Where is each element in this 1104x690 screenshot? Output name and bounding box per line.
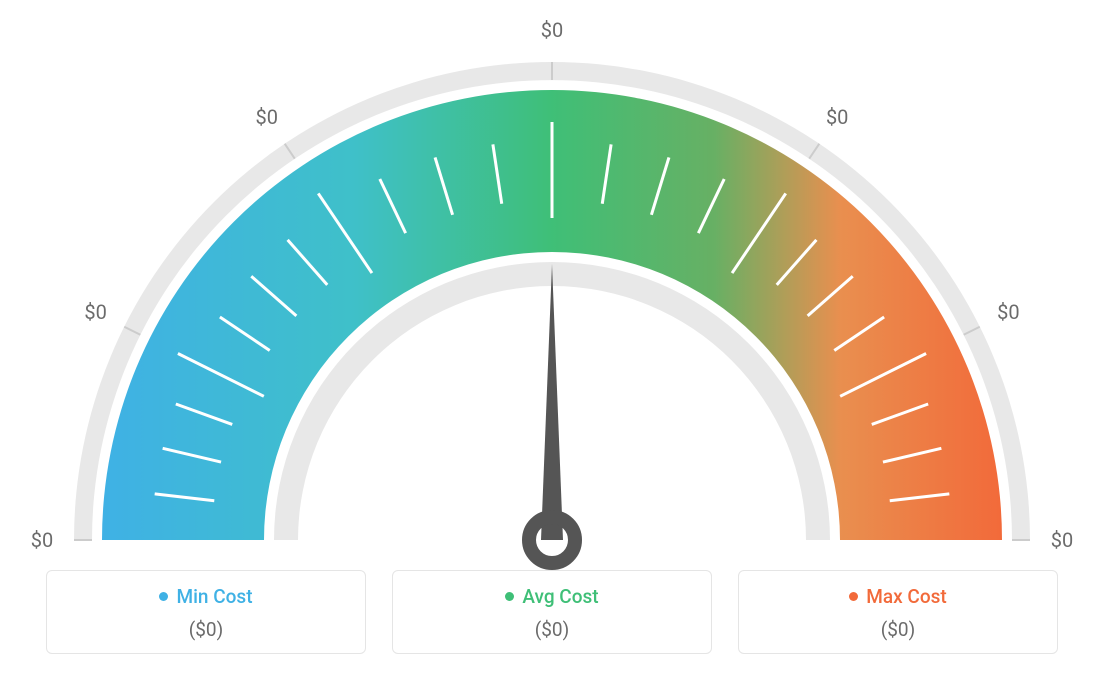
legend-value-avg: ($0) xyxy=(535,618,569,641)
legend-card-max: Max Cost ($0) xyxy=(738,570,1058,654)
chart-container: $0 $0 $0 $0 $0 $0 $0 Min Cost ($0) Avg Cost ($… xyxy=(0,0,1104,690)
gauge-tick-label: $0 xyxy=(1051,528,1073,552)
gauge-svg xyxy=(22,10,1082,570)
legend-card-min: Min Cost ($0) xyxy=(46,570,366,654)
legend-value-min: ($0) xyxy=(189,618,223,641)
legend-dot-min xyxy=(159,592,168,601)
legend-title-avg: Avg Cost xyxy=(505,585,598,608)
legend-title-min: Min Cost xyxy=(159,585,252,608)
legend-value-max: ($0) xyxy=(881,618,915,641)
gauge-tick-label: $0 xyxy=(31,528,53,552)
legend-dot-avg xyxy=(505,592,514,601)
legend-title-max: Max Cost xyxy=(849,585,946,608)
gauge-tick-label: $0 xyxy=(826,105,848,129)
gauge-tick-label: $0 xyxy=(997,300,1019,324)
legend-dot-max xyxy=(849,592,858,601)
legend-label-avg: Avg Cost xyxy=(522,585,598,608)
gauge-tick-label: $0 xyxy=(256,105,278,129)
legend-label-max: Max Cost xyxy=(866,585,946,608)
legend-card-avg: Avg Cost ($0) xyxy=(392,570,712,654)
gauge-tick-label: $0 xyxy=(84,300,106,324)
legend-label-min: Min Cost xyxy=(176,585,252,608)
gauge-chart: $0 $0 $0 $0 $0 $0 $0 xyxy=(22,10,1082,570)
legend-row: Min Cost ($0) Avg Cost ($0) Max Cost ($0… xyxy=(0,570,1104,654)
gauge-tick-label: $0 xyxy=(541,18,563,42)
